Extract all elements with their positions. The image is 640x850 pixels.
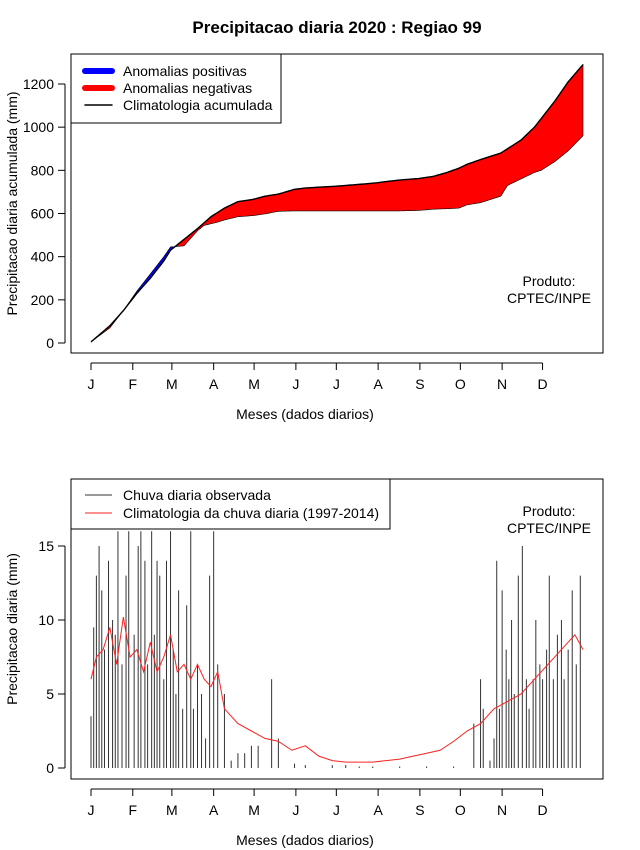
x-tick-label: D — [537, 376, 547, 392]
x-tick-label: A — [209, 802, 219, 818]
x-tick-label: F — [129, 376, 138, 392]
y-tick-label: 200 — [31, 292, 55, 308]
x-axis-label: Meses (dados diarios) — [236, 832, 374, 848]
legend-label: Anomalias negativas — [123, 80, 252, 96]
product-annotation-line: CPTEC/INPE — [507, 290, 591, 306]
observed-bars — [90, 531, 581, 768]
y-axis: 0 200 400 600 800 1000 1200 — [23, 76, 66, 351]
x-tick-label: J — [88, 802, 95, 818]
legend: Chuva diaria observada Climatologia da ch… — [70, 478, 391, 530]
x-tick-label: M — [166, 802, 178, 818]
x-tick-label: S — [415, 802, 424, 818]
legend-label: Climatologia acumulada — [123, 97, 273, 113]
product-annotation-line: CPTEC/INPE — [507, 520, 591, 536]
product-annotation-line: Produto: — [523, 273, 576, 289]
x-tick-label: J — [292, 802, 299, 818]
x-tick-label: J — [333, 802, 340, 818]
y-tick-label: 1000 — [23, 119, 54, 135]
daily-climatology-line — [90, 616, 584, 763]
x-tick-label: F — [129, 802, 138, 818]
x-tick-label: D — [537, 802, 547, 818]
y-tick-label: 600 — [31, 206, 55, 222]
x-tick-label: M — [166, 376, 178, 392]
plot-frame — [70, 53, 604, 354]
chart-title: Precipitacao diaria 2020 : Regiao 99 — [192, 18, 481, 37]
x-tick-label: J — [88, 376, 95, 392]
x-tick-label: A — [373, 376, 383, 392]
legend-label: Chuva diaria observada — [123, 487, 271, 503]
daily-precipitation-chart: 0 5 10 15 J F M A M J J A S O N D Meses (dados diarios) P… — [4, 478, 604, 848]
x-tick-label: O — [455, 376, 466, 392]
x-tick-label: S — [415, 376, 424, 392]
x-tick-label: J — [292, 376, 299, 392]
x-axis-label: Meses (dados diarios) — [236, 406, 374, 422]
y-tick-label: 0 — [46, 760, 54, 776]
y-tick-label: 800 — [31, 162, 55, 178]
product-annotation-line: Produto: — [523, 503, 576, 519]
y-axis: 0 5 10 15 — [38, 538, 66, 776]
y-tick-label: 10 — [38, 612, 54, 628]
legend-label: Anomalias positivas — [123, 63, 247, 79]
legend-label: Climatologia da chuva diaria (1997-2014) — [123, 505, 379, 521]
x-tick-label: N — [497, 376, 507, 392]
x-tick-label: A — [209, 376, 219, 392]
climatology-line — [90, 64, 584, 343]
y-axis-label: Precipitacao diaria (mm) — [4, 553, 20, 705]
x-tick-label: M — [248, 376, 260, 392]
y-tick-label: 5 — [46, 686, 54, 702]
x-tick-label: O — [455, 802, 466, 818]
cumulative-precipitation-chart: 0 200 400 600 800 1000 1200 J F M A M J J A S O N D Meses (… — [4, 53, 604, 422]
x-tick-label: A — [373, 802, 383, 818]
y-axis-label: Precipitacao diaria acumulada (mm) — [4, 91, 20, 315]
y-tick-label: 15 — [38, 538, 54, 554]
legend-box — [70, 478, 391, 530]
x-tick-label: J — [333, 376, 340, 392]
y-tick-label: 1200 — [23, 76, 54, 92]
y-tick-label: 400 — [31, 249, 55, 265]
x-tick-label: M — [248, 802, 260, 818]
x-tick-label: N — [497, 802, 507, 818]
y-tick-label: 0 — [46, 335, 54, 351]
